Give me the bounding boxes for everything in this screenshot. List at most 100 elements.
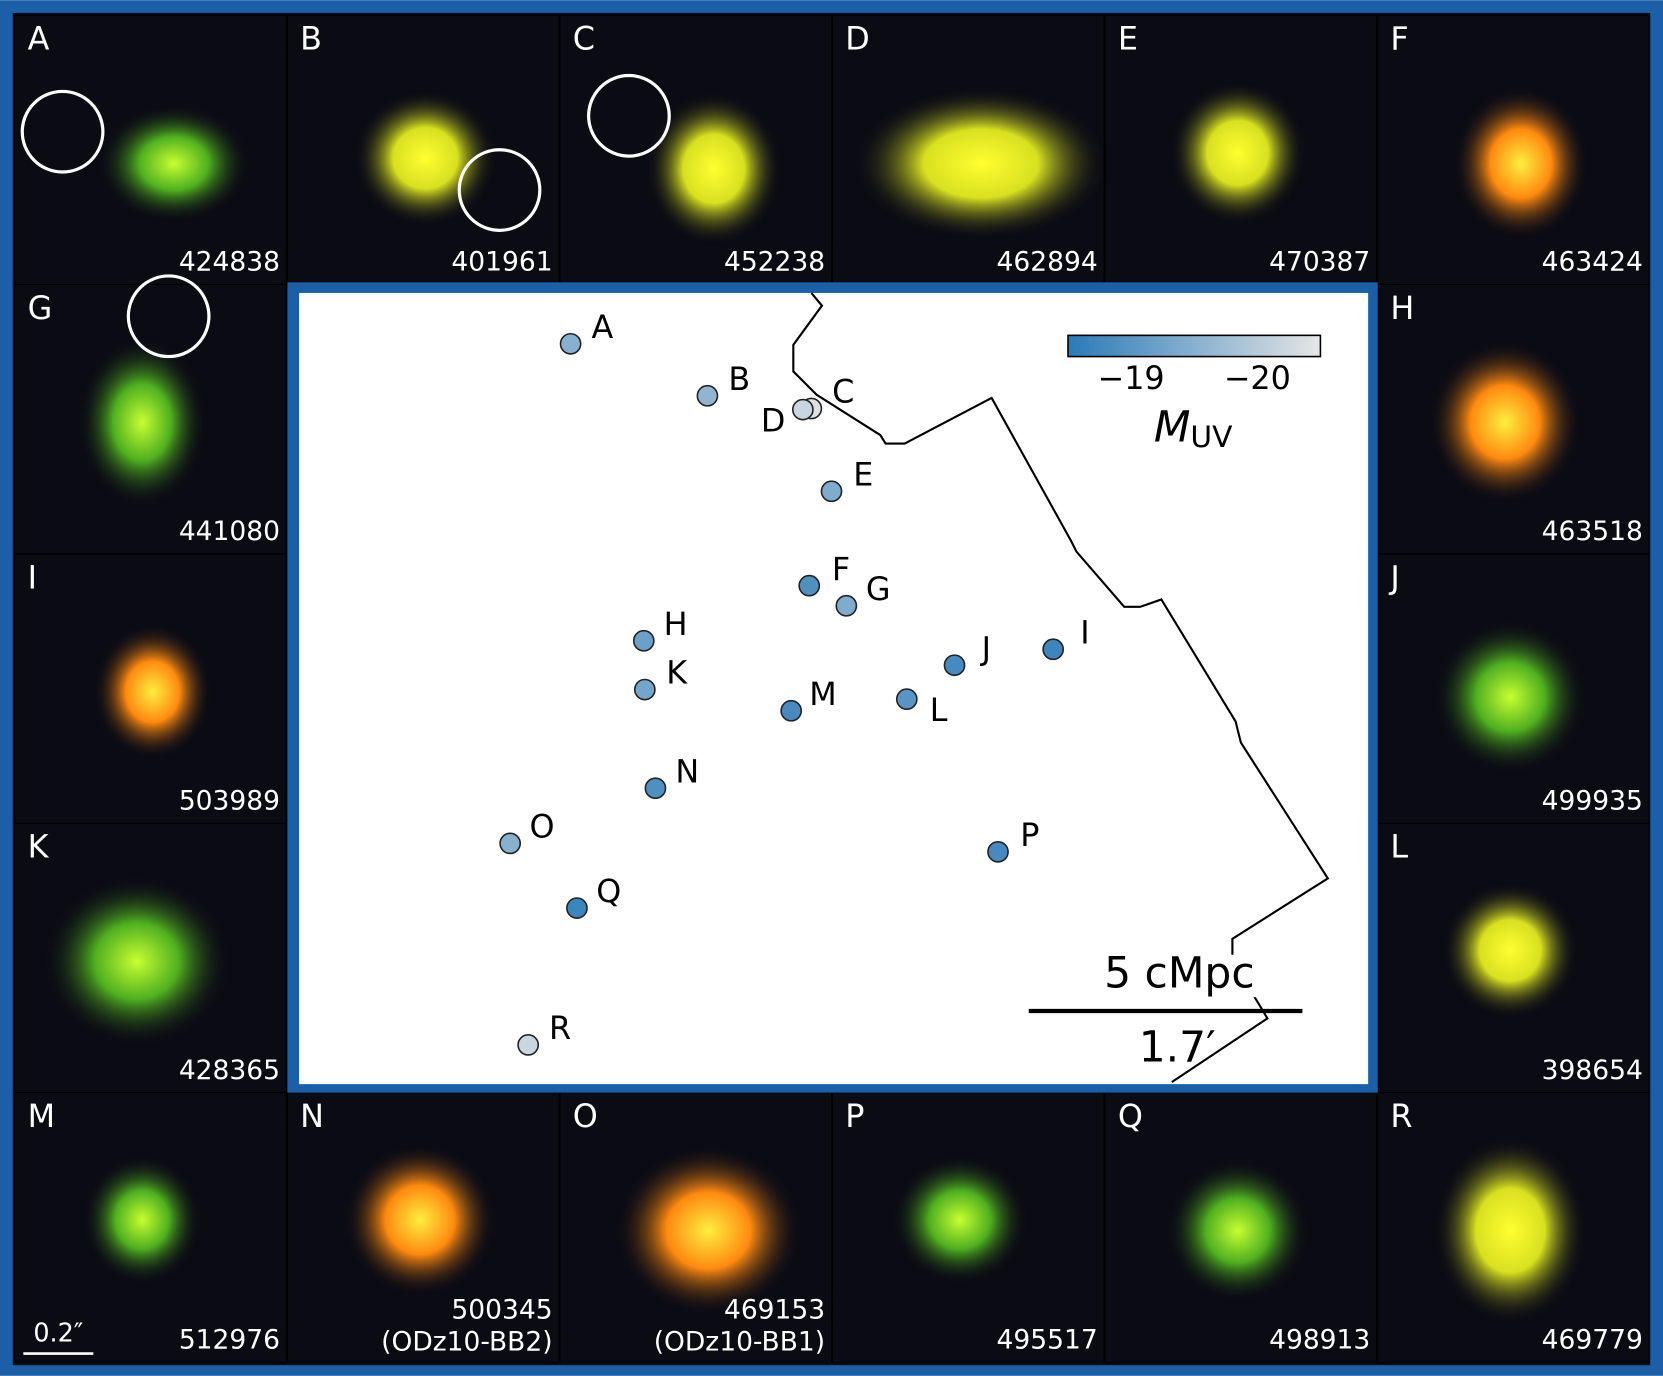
tile-letter: F xyxy=(1390,20,1408,58)
galaxy-blob xyxy=(1453,87,1589,240)
tile-letter: J xyxy=(1388,558,1399,596)
tile-id: 495517 xyxy=(997,1324,1098,1355)
galaxy-blob xyxy=(343,1143,497,1297)
tile-letter: H xyxy=(1390,289,1414,327)
point-label: P xyxy=(1020,816,1039,854)
survey-boundary xyxy=(792,292,1330,1083)
galaxy-blob xyxy=(1169,81,1306,225)
point-label: B xyxy=(728,360,750,398)
point-label: N xyxy=(675,752,699,790)
galaxy-blob xyxy=(82,1155,202,1285)
point-label: J xyxy=(980,629,991,667)
tile-id: 500345 xyxy=(451,1295,552,1326)
point-label: G xyxy=(866,570,891,608)
galaxy-blob xyxy=(853,87,1109,240)
galaxy-blob xyxy=(1433,620,1587,774)
galaxy-blob xyxy=(354,90,497,227)
galaxy-point xyxy=(1042,638,1065,661)
point-label: E xyxy=(853,455,873,493)
point-label: A xyxy=(592,308,614,346)
tile-letter: D xyxy=(845,20,869,58)
tile-letter: B xyxy=(300,20,322,58)
tile-id: 470387 xyxy=(1269,247,1370,278)
galaxy-blob xyxy=(93,623,213,760)
tile-letter: O xyxy=(573,1097,598,1135)
scale-angle: 1.7′ xyxy=(1139,1024,1216,1073)
tile-id: 469153 xyxy=(724,1295,825,1326)
tile-id: 441080 xyxy=(179,516,280,547)
tile-letter: R xyxy=(1390,1097,1412,1135)
tile-note: (ODz10-BB2) xyxy=(381,1326,552,1357)
tile-id: 452238 xyxy=(724,247,825,278)
colorbar-label-main: M xyxy=(1154,403,1191,452)
tile-note: (ODz10-BB1) xyxy=(654,1326,825,1357)
scale-bg xyxy=(1097,954,1257,998)
galaxy-point xyxy=(633,678,656,701)
tile-letter: K xyxy=(28,828,50,866)
tile-letter: Q xyxy=(1118,1097,1143,1135)
point-label: Q xyxy=(596,872,621,910)
tile-id: 428365 xyxy=(179,1055,280,1086)
galaxy-blob xyxy=(615,1145,802,1316)
tile-letter: N xyxy=(300,1097,324,1135)
colorbar-tick-label: −19 xyxy=(1098,359,1165,397)
galaxy-blob xyxy=(645,92,782,246)
colorbar xyxy=(1067,334,1322,358)
point-label: F xyxy=(832,550,850,588)
tile-id: 398654 xyxy=(1542,1055,1643,1086)
tile-id: 503989 xyxy=(179,786,280,817)
point-label: M xyxy=(809,675,836,713)
colorbar-label: MUV xyxy=(1154,403,1233,454)
tile-id: 401961 xyxy=(451,247,552,278)
tile-id: 462894 xyxy=(997,247,1098,278)
tile-id: 463424 xyxy=(1542,247,1643,278)
colorbar-tick-label: −20 xyxy=(1224,359,1291,397)
galaxy-point xyxy=(632,629,655,652)
point-label: I xyxy=(1080,613,1089,651)
galaxy-point xyxy=(566,897,588,919)
galaxy-blob xyxy=(891,1155,1028,1285)
companion-circle xyxy=(126,274,211,359)
companion-circle xyxy=(587,73,671,158)
galaxy-blob xyxy=(1428,340,1582,504)
scale-length: 5 cMpc xyxy=(1104,949,1255,998)
tile-letter: L xyxy=(1390,828,1408,866)
tile-letter: A xyxy=(28,20,50,58)
galaxy-point xyxy=(696,384,719,407)
tile-letter: I xyxy=(28,558,37,596)
point-label: R xyxy=(549,1009,571,1047)
galaxy-point xyxy=(644,777,667,800)
tile-id: 463518 xyxy=(1542,516,1643,547)
tile-id: 499935 xyxy=(1542,786,1643,817)
galaxy-point xyxy=(895,688,918,711)
galaxy-point xyxy=(499,832,522,855)
galaxy-point xyxy=(517,1034,540,1056)
colorbar-label-sub: UV xyxy=(1190,420,1233,455)
point-label: O xyxy=(529,808,554,846)
galaxy-blob xyxy=(43,876,231,1046)
galaxy-point xyxy=(987,840,1009,863)
tile-id: 512976 xyxy=(179,1324,280,1355)
galaxy-blob xyxy=(97,104,251,223)
galaxy-point xyxy=(791,398,814,421)
galaxy-blob xyxy=(1166,1159,1309,1302)
galaxy-blob xyxy=(1442,882,1579,1019)
galaxy-point xyxy=(835,594,858,617)
tile-id: 424838 xyxy=(179,247,280,278)
companion-circle xyxy=(20,89,105,174)
tile-id: 469779 xyxy=(1542,1324,1643,1355)
tile-letter: G xyxy=(28,289,53,327)
point-label: K xyxy=(666,654,688,692)
galaxy-point xyxy=(943,654,966,677)
point-label: D xyxy=(761,401,785,439)
point-label: L xyxy=(930,691,948,729)
galaxy-point xyxy=(820,480,843,503)
map: −19 −20 A B C D E FG H I J K L M N O P Q R xyxy=(499,308,1291,1056)
point-label: H xyxy=(664,605,688,643)
point-label: C xyxy=(832,373,854,411)
galaxy-blob xyxy=(1433,1137,1587,1324)
tile-letter: M xyxy=(28,1097,55,1135)
tile-scale-label: 0.2″ xyxy=(33,1318,83,1348)
